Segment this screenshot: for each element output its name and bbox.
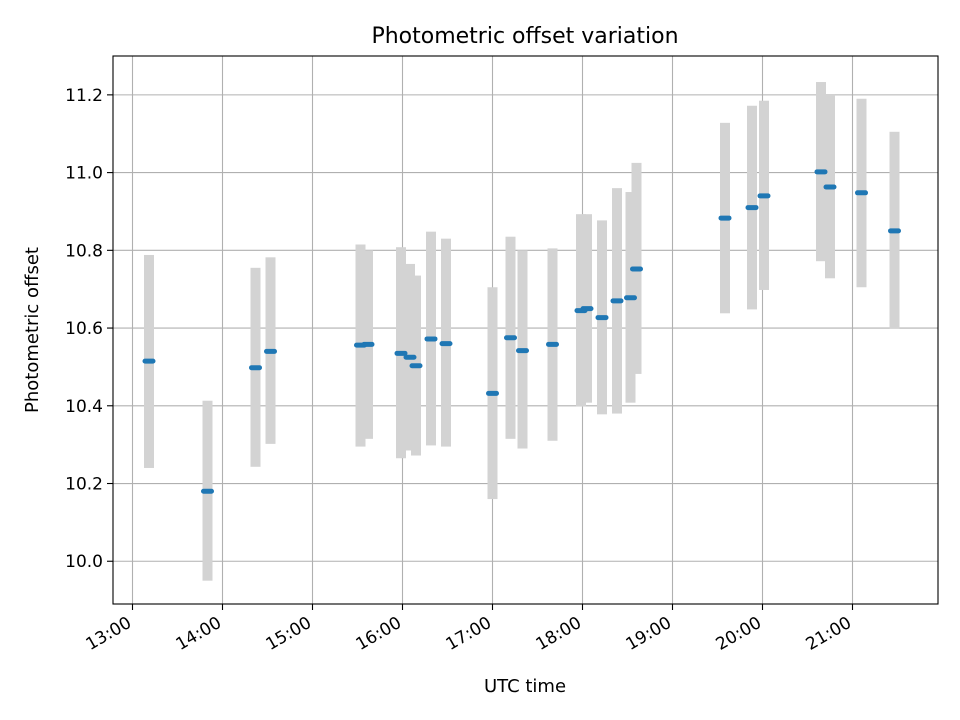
data-points (142, 169, 901, 494)
y-tick-label: 10.6 (65, 319, 103, 339)
chart-title: Photometric offset variation (371, 24, 678, 49)
x-tick-label: 16:00 (353, 613, 405, 655)
y-tick-label: 10.8 (65, 241, 103, 261)
y-tick-label: 10.4 (65, 397, 103, 417)
x-tick-label: 21:00 (803, 613, 855, 655)
y-tick-label: 10.0 (65, 552, 103, 572)
x-tick-label: 13:00 (83, 613, 135, 655)
error-bars (144, 82, 900, 581)
x-tick-label: 20:00 (713, 613, 765, 655)
x-axis-label: UTC time (484, 676, 566, 697)
x-tick-label: 15:00 (263, 613, 315, 655)
plot-area (112, 55, 939, 605)
x-tick-label: 14:00 (173, 613, 225, 655)
x-tick-label: 19:00 (623, 613, 675, 655)
x-tick-label: 17:00 (443, 613, 495, 655)
y-tick-label: 11.0 (65, 164, 103, 184)
y-tick-label: 11.2 (65, 86, 103, 106)
axis-ticks: 13:00 14:00 15:00 16:00 17:00 18:00 19:00 20:00… (65, 86, 855, 655)
x-tick-label: 18:00 (533, 613, 585, 655)
y-axis-label: Photometric offset (22, 247, 43, 413)
y-tick-label: 10.2 (65, 475, 103, 495)
